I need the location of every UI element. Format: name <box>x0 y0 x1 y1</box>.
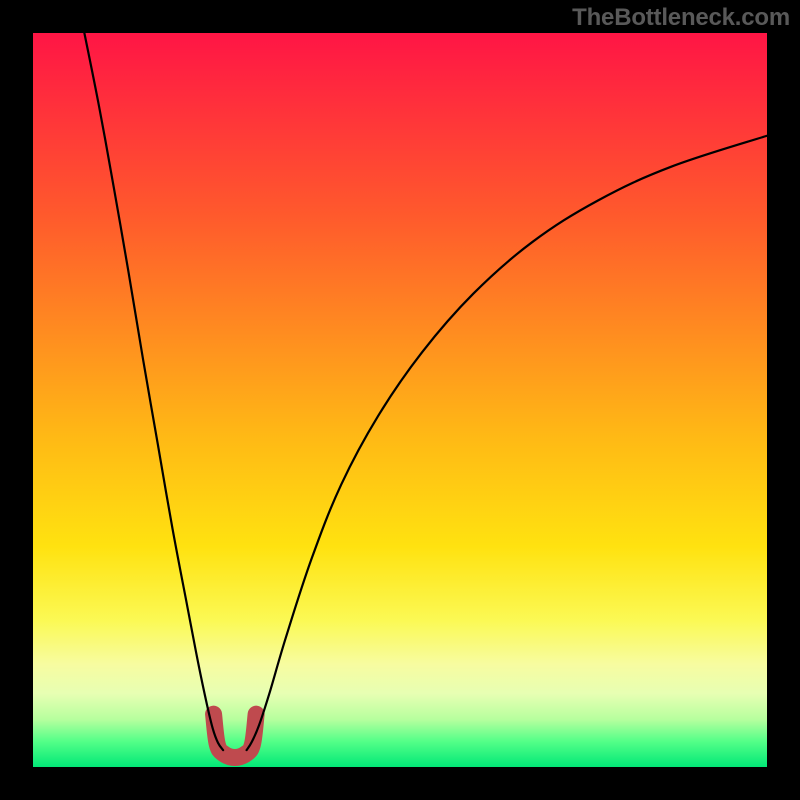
chart-container: TheBottleneck.com <box>0 0 800 800</box>
bottleneck-chart <box>0 0 800 800</box>
gradient-background <box>33 33 767 767</box>
watermark-label: TheBottleneck.com <box>572 4 790 32</box>
